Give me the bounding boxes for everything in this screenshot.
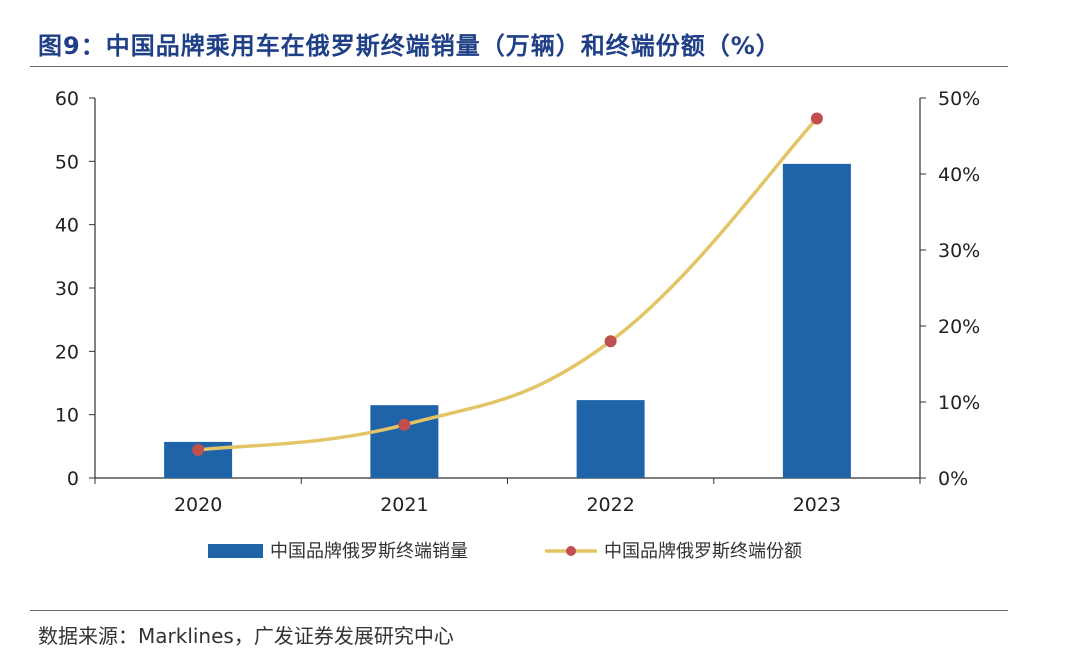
legend: 中国品牌俄罗斯终端销量 中国品牌俄罗斯终端份额	[208, 541, 802, 562]
y-right-tick-label: 40%	[938, 164, 980, 186]
y-left-tick-label: 0	[67, 468, 79, 490]
legend-label-line: 中国品牌俄罗斯终端份额	[604, 541, 802, 562]
bar-2022	[576, 400, 645, 478]
legend-swatch-bar	[208, 544, 263, 558]
bars	[164, 163, 851, 478]
y-right-tick-label: 0%	[938, 468, 968, 490]
y-left-tick-label: 30	[55, 278, 79, 300]
x-tick-label: 2021	[380, 494, 428, 516]
share-point-2023	[810, 112, 823, 125]
share-line-path	[197, 117, 819, 452]
y-right-tick-label: 10%	[938, 392, 980, 414]
legend-marker-line	[566, 546, 576, 556]
y-right-tick-label: 50%	[938, 88, 980, 110]
y-left-tick-label: 50	[55, 151, 79, 173]
chart-title: 图9：中国品牌乘用车在俄罗斯终端销量（万辆）和终端份额（%）	[38, 32, 781, 60]
source-divider	[30, 610, 1008, 611]
x-tick-label: 2022	[586, 494, 634, 516]
y-left-tick-label: 40	[55, 215, 79, 237]
share-point-2021	[398, 418, 411, 431]
share-point-2020	[192, 443, 205, 456]
share-line	[192, 112, 823, 456]
legend-label-bar: 中国品牌俄罗斯终端销量	[270, 541, 468, 562]
source-note: 数据来源：Marklines，广发证券发展研究中心	[38, 624, 454, 648]
y-left-tick-label: 20	[55, 341, 79, 363]
y-right-tick-label: 30%	[938, 240, 980, 262]
bar-2023	[782, 163, 851, 478]
share-point-2022	[604, 335, 617, 348]
y-left-tick-label: 10	[55, 405, 79, 427]
x-tick-labels: 2020 2021 2022 2023	[174, 494, 841, 516]
axes: 0 10 20 30 40 50 60 0% 10% 20% 30% 40% 50%	[55, 88, 980, 490]
x-tick-label: 2023	[793, 494, 841, 516]
y-right-tick-label: 20%	[938, 316, 980, 338]
x-tick-label: 2020	[174, 494, 222, 516]
bar-2021	[370, 405, 439, 478]
y-left-tick-label: 60	[55, 88, 79, 110]
title-divider	[30, 66, 1008, 67]
